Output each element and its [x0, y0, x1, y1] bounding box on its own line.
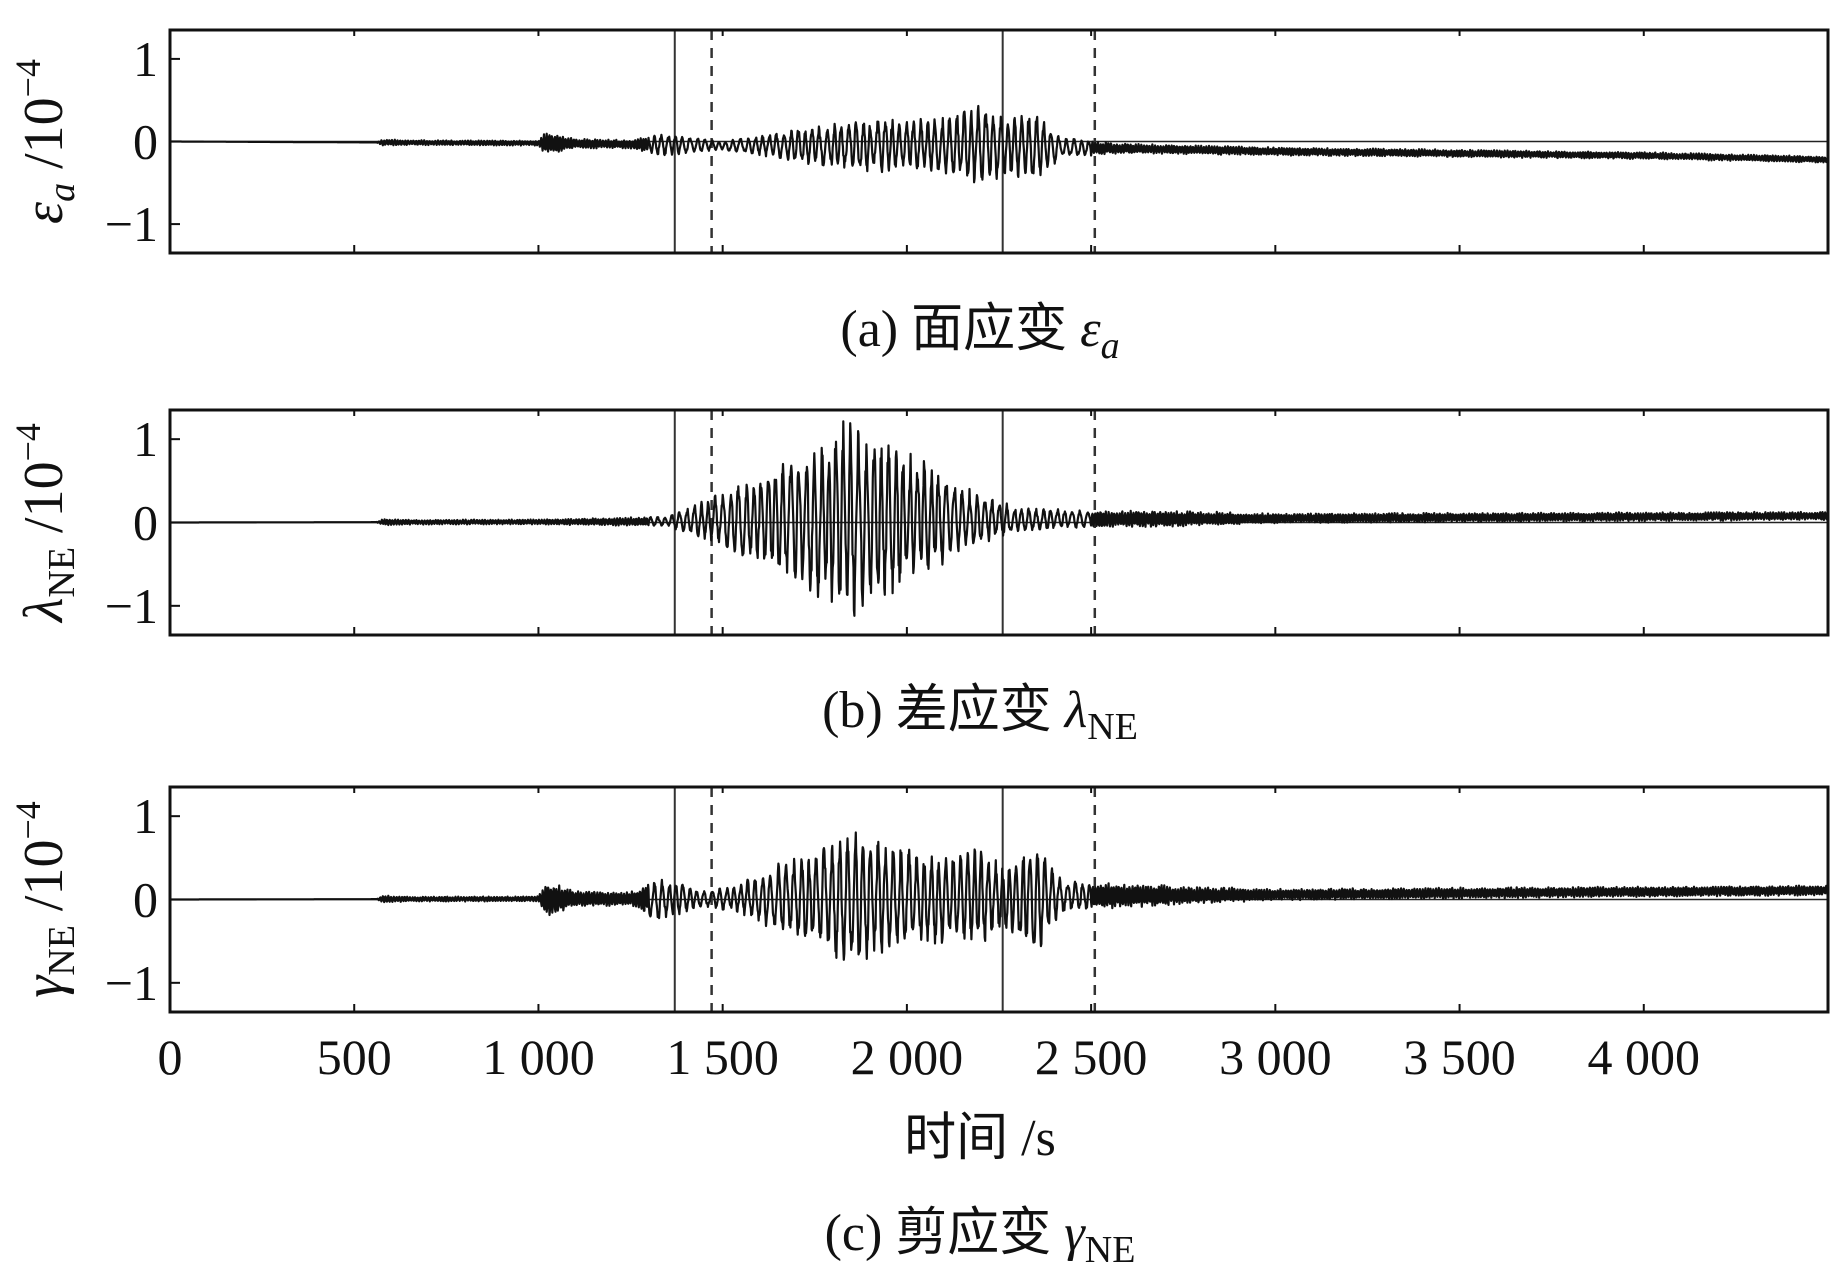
panel-a: 10−1εa /10−4(a) 面应变 εa — [8, 28, 1830, 367]
y-label-symbol: λ — [13, 598, 75, 624]
y-label-symbol: ε — [13, 201, 75, 224]
x-tick-label: 0 — [158, 1029, 183, 1085]
caption-symbol: λ — [1063, 682, 1088, 739]
caption-symbol: γ — [1064, 1205, 1086, 1262]
y-tick-label: 1 — [133, 411, 158, 467]
y-label-exponent: −4 — [8, 423, 48, 461]
x-tick-label: 1 000 — [482, 1029, 595, 1085]
caption-symbol: ε — [1080, 301, 1101, 358]
y-label-exponent: −4 — [8, 801, 48, 839]
x-tick-label: 3 500 — [1403, 1029, 1516, 1085]
y-label-symbol: γ — [13, 974, 75, 998]
y-tick-label: −1 — [105, 578, 158, 634]
y-tick-label: 0 — [133, 495, 158, 551]
x-tick-label: 1 500 — [666, 1029, 779, 1085]
x-tick-label: 3 000 — [1219, 1029, 1332, 1085]
y-tick-label: −1 — [105, 196, 158, 252]
y-label-subscript: NE — [41, 547, 83, 598]
panel-caption: (c) 剪应变 γNE — [825, 1205, 1136, 1271]
caption-text: (c) 剪应变 — [825, 1205, 1065, 1262]
x-tick-label: 500 — [317, 1029, 392, 1085]
y-axis-label: γNE /10−4 — [8, 801, 83, 998]
y-label-unit: /10 — [13, 97, 75, 183]
panel-caption: (b) 差应变 λNE — [822, 682, 1138, 748]
x-axis-title: 时间 /s — [904, 1110, 1056, 1167]
caption-text: (b) 差应变 — [822, 682, 1065, 739]
waveform-series — [169, 831, 1830, 961]
y-label-exponent: −4 — [8, 59, 48, 97]
caption-text: (a) 面应变 — [840, 301, 1080, 358]
y-tick-label: 1 — [133, 788, 158, 844]
waveform-series — [169, 420, 1829, 617]
y-label-subscript: a — [41, 183, 83, 202]
shared-x-axis-labels: 0 500 1 000 1 500 2 000 2 500 3 000 3 500 4 000 — [158, 1029, 1701, 1085]
y-tick-label: −1 — [105, 955, 158, 1011]
y-label-unit: /10 — [13, 461, 75, 547]
caption-subscript: NE — [1087, 706, 1138, 748]
waveform-series — [169, 104, 1829, 184]
x-tick-label: 4 000 — [1588, 1029, 1701, 1085]
y-tick-label: 1 — [133, 31, 158, 87]
panel-caption: (a) 面应变 εa — [840, 301, 1119, 367]
y-label-subscript: NE — [41, 925, 83, 976]
y-tick-label: 0 — [133, 114, 158, 170]
x-tick-label: 2 000 — [851, 1029, 964, 1085]
caption-subscript: a — [1101, 325, 1120, 367]
y-axis-label: λNE /10−4 — [8, 423, 83, 624]
caption-subscript: NE — [1085, 1229, 1136, 1271]
x-tick-label: 2 500 — [1035, 1029, 1148, 1085]
y-axis-label: εa /10−4 — [8, 59, 83, 224]
y-tick-label: 0 — [133, 872, 158, 928]
y-label-unit: /10 — [13, 840, 75, 926]
